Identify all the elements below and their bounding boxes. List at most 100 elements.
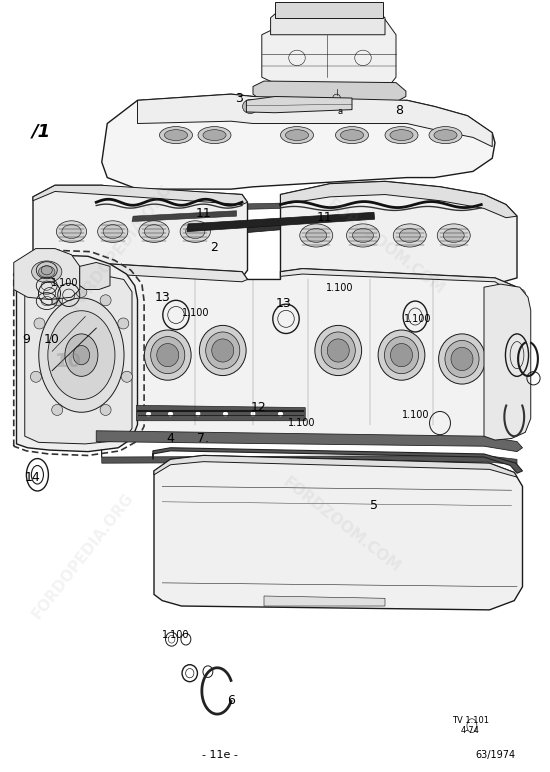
Ellipse shape: [243, 100, 258, 113]
Text: 6: 6: [227, 695, 235, 707]
Ellipse shape: [39, 298, 124, 412]
Ellipse shape: [280, 127, 314, 144]
Ellipse shape: [336, 127, 368, 144]
Ellipse shape: [200, 326, 246, 375]
Polygon shape: [80, 262, 110, 290]
Circle shape: [76, 286, 87, 297]
Ellipse shape: [94, 338, 104, 349]
Ellipse shape: [151, 337, 185, 374]
Ellipse shape: [445, 340, 479, 378]
Circle shape: [118, 318, 129, 329]
Text: 63/1974: 63/1974: [475, 750, 515, 760]
Ellipse shape: [390, 130, 413, 141]
Polygon shape: [33, 185, 248, 205]
Text: 2: 2: [211, 241, 218, 253]
Circle shape: [100, 295, 111, 306]
Ellipse shape: [451, 347, 473, 371]
Text: 1.100: 1.100: [182, 308, 209, 317]
Polygon shape: [187, 212, 375, 232]
Text: 1.100: 1.100: [402, 411, 429, 420]
Ellipse shape: [180, 221, 210, 242]
Ellipse shape: [393, 224, 426, 247]
Circle shape: [168, 411, 173, 417]
Circle shape: [100, 405, 111, 415]
Text: 9: 9: [23, 334, 30, 346]
Text: 1.100: 1.100: [288, 418, 315, 428]
Ellipse shape: [48, 310, 115, 399]
Polygon shape: [280, 181, 517, 284]
Text: 8: 8: [395, 104, 403, 117]
Ellipse shape: [378, 330, 425, 380]
Ellipse shape: [340, 130, 364, 141]
Circle shape: [52, 295, 63, 306]
Ellipse shape: [300, 224, 333, 247]
Text: 10: 10: [43, 334, 59, 346]
Ellipse shape: [94, 288, 104, 299]
Polygon shape: [102, 449, 517, 465]
Ellipse shape: [139, 221, 169, 242]
Text: /1: /1: [32, 122, 51, 141]
Text: FORDZOOM.COM: FORDZOOM.COM: [279, 475, 403, 575]
Ellipse shape: [514, 343, 526, 355]
Ellipse shape: [206, 332, 240, 369]
Text: FORDOPEDIA.ORG: FORDOPEDIA.ORG: [67, 181, 175, 313]
Ellipse shape: [434, 130, 457, 141]
Ellipse shape: [514, 399, 526, 411]
Circle shape: [122, 371, 133, 382]
Ellipse shape: [144, 330, 191, 380]
Circle shape: [195, 411, 201, 417]
Polygon shape: [136, 405, 305, 421]
Polygon shape: [132, 211, 236, 222]
Text: FORDZOOM.COM: FORDZOOM.COM: [323, 197, 447, 297]
Ellipse shape: [198, 127, 231, 144]
Polygon shape: [154, 455, 517, 477]
Polygon shape: [280, 269, 517, 289]
Circle shape: [250, 411, 256, 417]
Circle shape: [146, 411, 151, 417]
Ellipse shape: [62, 225, 81, 239]
Text: 1.100: 1.100: [162, 630, 190, 639]
Circle shape: [30, 371, 41, 382]
Ellipse shape: [145, 225, 164, 239]
Polygon shape: [25, 272, 132, 444]
Text: 1.100: 1.100: [326, 283, 354, 293]
Ellipse shape: [32, 261, 62, 283]
Ellipse shape: [39, 266, 55, 277]
Ellipse shape: [443, 229, 464, 242]
Ellipse shape: [353, 229, 373, 242]
Ellipse shape: [157, 344, 179, 367]
Ellipse shape: [98, 221, 128, 242]
Ellipse shape: [399, 229, 420, 242]
Text: a: a: [337, 107, 343, 117]
Polygon shape: [96, 264, 522, 440]
Ellipse shape: [94, 311, 104, 322]
Ellipse shape: [437, 224, 470, 247]
Text: - 11e -: - 11e -: [202, 750, 238, 760]
Polygon shape: [16, 255, 138, 452]
Ellipse shape: [103, 225, 122, 239]
Text: 13: 13: [155, 291, 170, 303]
Ellipse shape: [186, 225, 205, 239]
Text: 11: 11: [317, 212, 332, 224]
Circle shape: [52, 405, 63, 415]
Ellipse shape: [514, 314, 526, 327]
Text: 12: 12: [251, 401, 266, 414]
Text: 7.: 7.: [197, 432, 210, 445]
Ellipse shape: [321, 332, 355, 369]
Polygon shape: [153, 448, 522, 473]
Polygon shape: [138, 94, 492, 147]
Text: 1.100: 1.100: [51, 279, 79, 288]
Ellipse shape: [315, 326, 362, 375]
Text: 1.100: 1.100: [404, 314, 432, 323]
Ellipse shape: [346, 224, 380, 247]
Ellipse shape: [514, 372, 526, 384]
Polygon shape: [96, 264, 248, 282]
Ellipse shape: [212, 339, 234, 362]
Text: 11: 11: [196, 208, 211, 220]
Polygon shape: [280, 181, 517, 218]
Circle shape: [223, 411, 228, 417]
Ellipse shape: [384, 337, 419, 374]
Polygon shape: [146, 224, 363, 241]
Ellipse shape: [94, 365, 104, 376]
Ellipse shape: [514, 289, 526, 301]
